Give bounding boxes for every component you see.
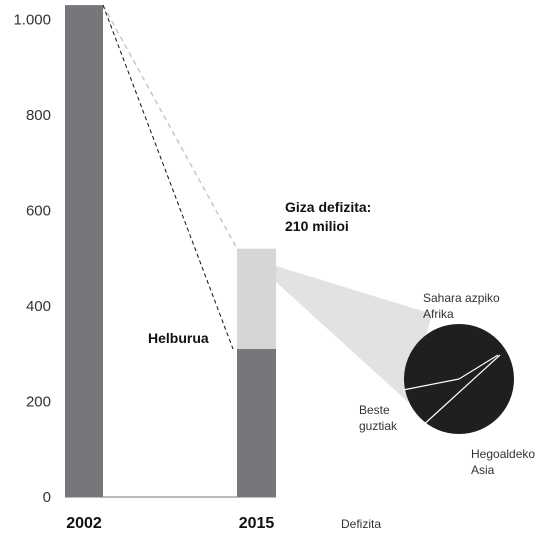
deficit-legend-label: Defizita: [341, 517, 381, 531]
x-category-label: 2002: [66, 515, 102, 532]
projection-dashed-line: [102, 4, 238, 250]
y-tick-label: 400: [26, 298, 51, 315]
pie-chart: [402, 324, 514, 434]
pie-slice-divider: [402, 378, 460, 391]
trend-dashed-lines: [102, 4, 238, 350]
pie-label-subsaharan-line1: Sahara azpiko: [423, 291, 500, 305]
pie-label-subsaharan-line2: Afrika: [423, 307, 454, 321]
pie-label-southasia-line1: Hegoaldeko: [471, 447, 535, 461]
y-tick-label: 200: [26, 393, 51, 410]
x-axis: 2002 2015: [65, 496, 276, 532]
deficit-title-line1: Giza defizita:: [285, 199, 371, 215]
pie-label-others-line2: guztiak: [359, 419, 398, 433]
target-label: Helburua: [148, 330, 209, 346]
pie-label-southasia-line2: Asia: [471, 463, 495, 477]
y-axis: 0 200 400 600 800 1.000: [13, 11, 51, 506]
y-tick-label: 800: [26, 107, 51, 124]
y-tick-label: 0: [43, 489, 51, 506]
deficit-title-line2: 210 milioi: [285, 218, 349, 234]
pie-slice-divider: [419, 354, 501, 429]
pie-callout: [276, 266, 432, 402]
callout-wedge: [276, 266, 432, 402]
bar-2002: [65, 5, 103, 498]
pie-label-others-line1: Beste: [359, 403, 390, 417]
bars: [65, 5, 276, 498]
bar-2015: [237, 348, 276, 497]
x-category-label: 2015: [239, 515, 275, 532]
y-tick-label: 600: [26, 202, 51, 219]
bar-2015-deficit: [237, 248, 276, 349]
y-tick-label: 1.000: [13, 11, 51, 28]
pie-slice-divider: [458, 354, 499, 380]
target-dashed-line: [102, 4, 234, 350]
